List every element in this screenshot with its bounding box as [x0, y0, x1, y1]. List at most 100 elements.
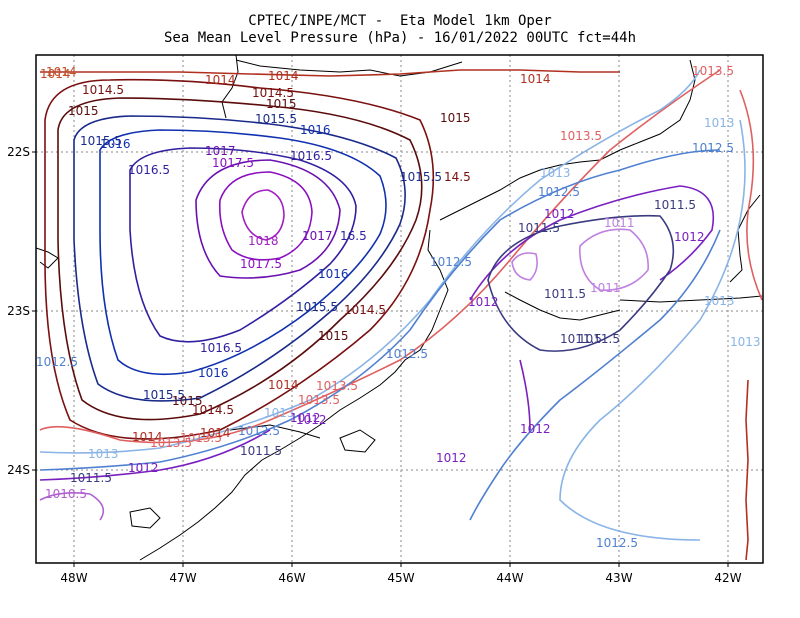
x-tick-label: 46W: [278, 571, 305, 585]
contour-label: 16.5: [340, 229, 367, 243]
contour-1015: [57, 97, 423, 421]
contour-label: 1016: [100, 137, 131, 151]
contour-label: 1012: [436, 451, 467, 465]
chart-subtitle: Sea Mean Level Pressure (hPa) - 16/01/20…: [163, 30, 636, 46]
contour-label: 1016: [198, 366, 229, 380]
contour-1013: [39, 69, 746, 541]
contour-label: 1014: [205, 73, 236, 87]
contour-1013-5: [39, 69, 763, 444]
contour-label: 1014: [268, 69, 299, 83]
contour-label: 1014: [520, 72, 551, 86]
contour-label: 1016.5: [200, 341, 242, 355]
contour-label: 1011.5: [654, 198, 696, 212]
x-tick-label: 45W: [387, 571, 414, 585]
contour-label: 1014: [46, 65, 77, 79]
contour-label: 1013.5: [180, 431, 222, 445]
contour-label: 1014: [200, 426, 231, 440]
contour-label: 1017: [302, 229, 333, 243]
contour-label: 1014.5: [252, 86, 294, 100]
contour-label: 1013.5: [298, 393, 340, 407]
contour-label: 1015.5: [143, 388, 185, 402]
contour-label: 1016: [318, 267, 349, 281]
contour-label: 1012.5: [238, 424, 280, 438]
contour-1010-5: [39, 492, 105, 521]
y-tick-label: 22S: [7, 145, 30, 159]
contour-1015-5: [73, 115, 406, 402]
contour-label: 1012.5: [538, 185, 580, 199]
contour-label: 1014: [40, 67, 71, 81]
tick-marks: [32, 151, 729, 567]
contour-1016-5: [129, 147, 357, 343]
contour-label: 1015.5: [296, 300, 338, 314]
contour-1011: [511, 228, 649, 291]
x-tick-label: 44W: [496, 571, 523, 585]
contour-label: 1017.5: [240, 257, 282, 271]
contour-label: 1012: [674, 230, 705, 244]
contour-label: 1011: [604, 216, 635, 230]
contour-label: 1011.5: [518, 221, 560, 235]
contour-label: 1013: [704, 116, 735, 130]
contour-label: 1013.5: [560, 129, 602, 143]
contour-label: 1013: [88, 447, 119, 461]
contour-label: 1014.5: [192, 403, 234, 417]
y-axis-labels: 22S 23S 24S: [7, 145, 30, 477]
chart-title: CPTEC/INPE/MCT - Eta Model 1km Oper: [248, 13, 552, 29]
contour-label: 1011.5: [560, 332, 602, 346]
contour-1012-5: [39, 149, 721, 521]
contour-label: 1011: [590, 281, 621, 295]
contour-label: 1012: [128, 461, 159, 475]
contour-1016: [99, 129, 387, 376]
contour-label: 1015.5: [80, 134, 122, 148]
contour-label: 1012: [290, 411, 321, 425]
contour-label: 1015: [68, 104, 99, 118]
contour-label: 1015: [318, 329, 349, 343]
contour-label: 1013: [730, 335, 761, 349]
contour-label: 1017: [205, 144, 236, 158]
contour-label: 14.5: [444, 170, 471, 184]
contour-label: 1013.5: [150, 436, 192, 450]
contour-label: 1011.5: [70, 471, 112, 485]
contour-1013-east: [745, 379, 749, 561]
contour-label: 1014.5: [344, 303, 386, 317]
contour-label: 1010.5: [45, 487, 87, 501]
island-outline: [129, 429, 376, 529]
contour-1018: [241, 189, 285, 241]
contour-label: 1015: [172, 394, 203, 408]
contour-label: 1012: [520, 422, 551, 436]
contour-label: 1013.5: [316, 379, 358, 393]
contour-label: 1012: [544, 207, 575, 221]
x-axis-labels: 48W 47W 46W 45W 44W 43W 42W: [60, 571, 741, 585]
contour-1017-5: [218, 171, 313, 261]
x-tick-label: 48W: [60, 571, 87, 585]
contour-label: 1015: [266, 97, 297, 111]
contour-label: 1012.5: [596, 536, 638, 550]
plot-frame: [35, 54, 764, 564]
y-tick-label: 23S: [7, 304, 30, 318]
contour-label: 1017.5: [212, 156, 254, 170]
x-tick-label: 42W: [714, 571, 741, 585]
contour-label: 1012: [296, 413, 327, 427]
contour-label: 1011.5: [578, 332, 620, 346]
y-tick-label: 24S: [7, 463, 30, 477]
contour-label: 1014: [268, 378, 299, 392]
contour-label: 1013.5: [692, 64, 734, 78]
contour-1017: [195, 159, 341, 279]
contour-label: 1013: [704, 294, 735, 308]
contour-label: 1016.5: [128, 163, 170, 177]
contour-label: 1015.5: [255, 112, 297, 126]
contour-label: 1015.5: [400, 170, 442, 184]
contour-label: 1012.5: [386, 347, 428, 361]
contour-label: 1018: [248, 234, 279, 248]
contour-label: 1012.5: [430, 255, 472, 269]
contour-label: 1013: [264, 406, 295, 420]
x-tick-label: 47W: [169, 571, 196, 585]
contour-label: 1012.5: [692, 141, 734, 155]
contour-label: 1012: [468, 295, 499, 309]
contour-1014: [40, 69, 620, 77]
contour-label: 1011.5: [544, 287, 586, 301]
contour-label: 1012.5: [36, 355, 78, 369]
contour-label: 1014: [132, 430, 163, 444]
contour-1011-5: [487, 214, 675, 352]
